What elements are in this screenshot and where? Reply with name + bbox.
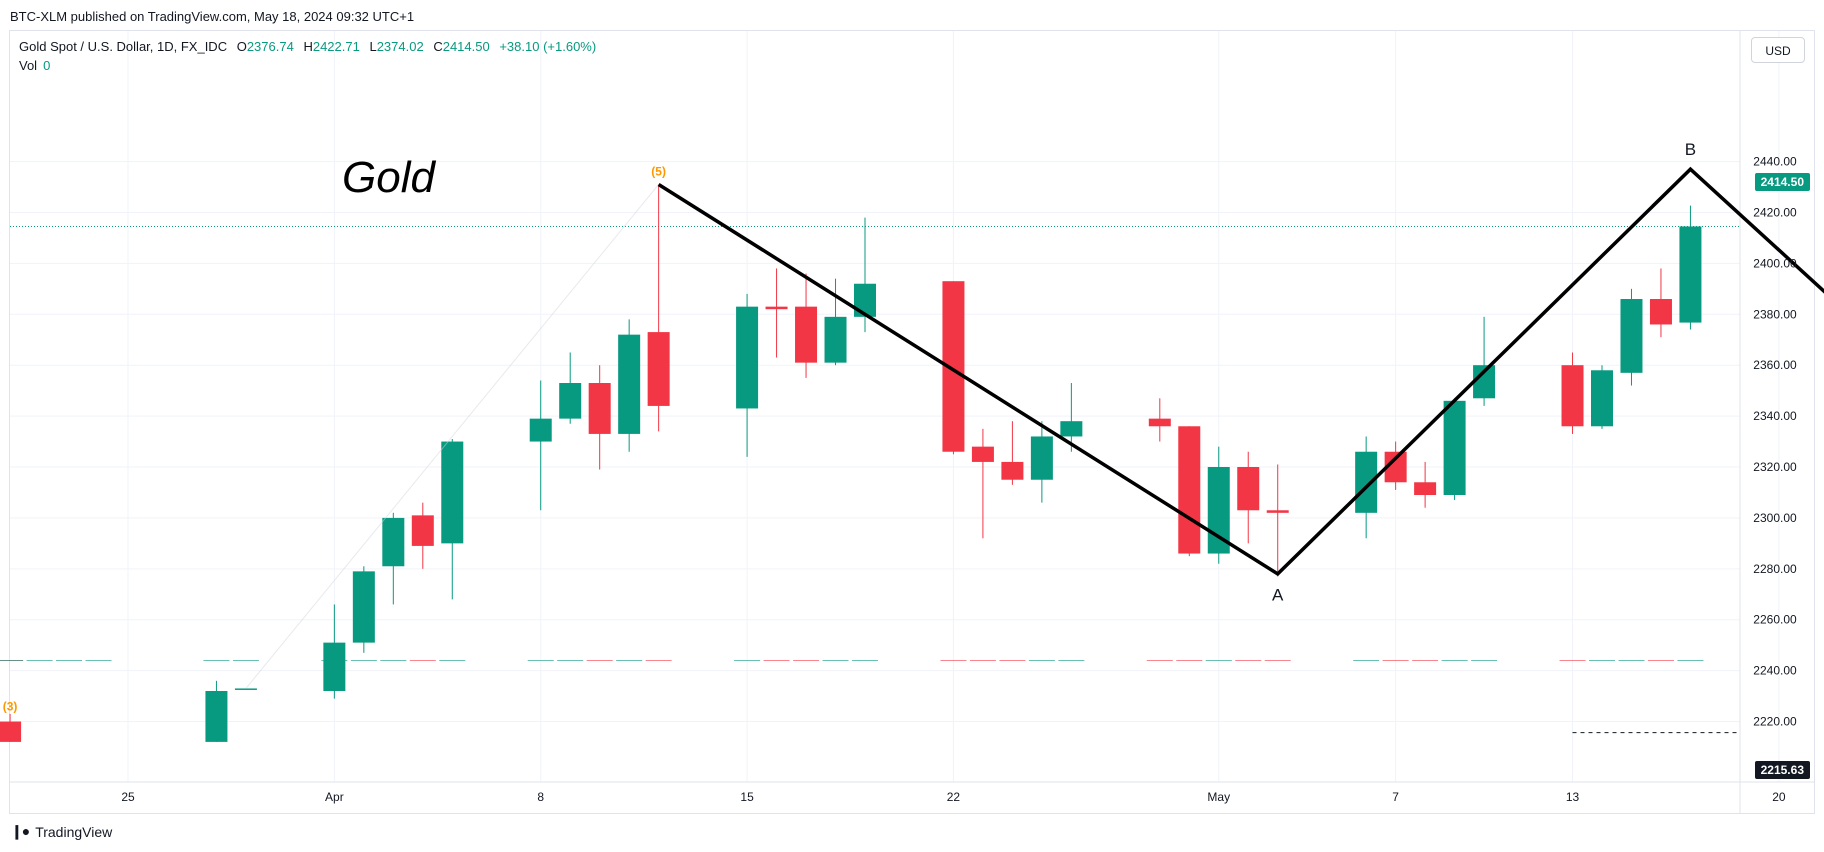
candle-body: [529, 418, 552, 442]
impulse-trendline: [245, 184, 660, 689]
abc-correction-path: [657, 166, 1824, 577]
candle-body: [1030, 436, 1053, 480]
symbol-label[interactable]: Gold Spot / U.S. Dollar, 1D, FX_IDC: [19, 39, 228, 54]
high-value: 2422.71: [312, 39, 360, 54]
candle-body: [205, 690, 228, 742]
candle-body: [441, 441, 464, 544]
x-tick-label: 22: [947, 790, 961, 804]
volume-value: 0: [43, 58, 51, 73]
x-tick-label: 8: [537, 790, 544, 804]
drawings: ABC(3)(5)Gold: [3, 140, 1824, 734]
tradingview-logo-icon: ❙●: [11, 823, 30, 839]
ohlc-legend: Gold Spot / U.S. Dollar, 1D, FX_IDC O237…: [19, 39, 596, 54]
y-tick-label: 2280.00: [1753, 562, 1797, 576]
candle-body: [411, 515, 434, 546]
candle-body: [971, 446, 994, 462]
grid: [10, 31, 1814, 813]
y-tick-label: 2360.00: [1753, 358, 1797, 372]
elliott-wave-label: (3): [3, 699, 18, 713]
close-label: C: [433, 39, 443, 54]
candle-body: [1443, 400, 1466, 496]
candle-body: [1178, 426, 1201, 554]
brand-label: TradingView: [35, 823, 113, 840]
candle-body: [1001, 461, 1024, 480]
candle-body: [765, 306, 788, 310]
candle-body: [234, 688, 257, 690]
candle-body: [1237, 467, 1260, 511]
x-tick-label: May: [1207, 790, 1230, 804]
candle-body: [854, 283, 876, 317]
candle-body: [647, 332, 670, 406]
candles: [0, 184, 1702, 742]
chart-title-text: Gold: [342, 153, 436, 202]
last-price-tag: 2414.50: [1754, 173, 1810, 191]
x-tick-label: 13: [1566, 790, 1580, 804]
candle-body: [0, 721, 22, 742]
candle-body: [1060, 421, 1083, 437]
candle-body: [1148, 418, 1171, 427]
candle-body: [352, 571, 375, 643]
high-label: H: [303, 39, 313, 54]
x-tick-label: 25: [121, 790, 135, 804]
candle-body: [1414, 482, 1437, 496]
volume-label[interactable]: Vol: [19, 58, 38, 73]
candle-body: [1384, 451, 1407, 483]
y-tick-label: 2440.00: [1753, 155, 1797, 169]
time-axis[interactable]: 25Apr81522May7132027Jun: [121, 790, 1824, 804]
volume-legend: Vol 0: [19, 58, 50, 73]
x-tick-label: Apr: [325, 790, 344, 804]
candle-body: [323, 642, 346, 691]
y-tick-label: 2240.00: [1753, 664, 1797, 678]
candle-body: [382, 517, 405, 567]
candle-body: [618, 334, 641, 434]
candle-body: [942, 281, 965, 452]
candle-body: [824, 316, 847, 363]
wave-label-a: A: [1272, 585, 1284, 604]
candle-body: [736, 306, 759, 409]
candle-body: [588, 383, 611, 434]
y-tick-label: 2220.00: [1753, 715, 1797, 729]
candle-body: [1591, 370, 1613, 427]
y-tick-label: 2260.00: [1753, 613, 1797, 627]
wave-label-b: B: [1685, 140, 1696, 159]
candle-body: [1679, 226, 1702, 323]
low-value: 2374.02: [376, 39, 424, 54]
candle-body: [1620, 299, 1643, 373]
chart-frame: [9, 30, 1815, 814]
candle-body: [1649, 299, 1672, 325]
x-tick-label: 20: [1772, 790, 1786, 804]
publisher-note: BTC-XLM published on TradingView.com, Ma…: [10, 9, 415, 24]
line-price-tag: 2215.63: [1754, 761, 1810, 779]
currency-button[interactable]: USD: [1751, 37, 1805, 63]
candle-body: [795, 306, 818, 363]
low-label: L: [369, 39, 377, 54]
x-tick-label: 15: [740, 790, 754, 804]
candle-body: [1473, 365, 1496, 399]
candle-body: [1266, 510, 1289, 513]
y-tick-label: 2380.00: [1753, 307, 1797, 321]
open-value: 2376.74: [246, 39, 294, 54]
y-tick-label: 2340.00: [1753, 409, 1797, 423]
y-tick-label: 2420.00: [1753, 205, 1797, 219]
y-tick-label: 2320.00: [1753, 460, 1797, 474]
x-tick-label: 7: [1392, 790, 1399, 804]
change-value: +38.10 (+1.60%): [499, 39, 597, 54]
tradingview-logo[interactable]: ❙● TradingView: [11, 823, 112, 840]
open-label: O: [236, 39, 247, 54]
candle-body: [1355, 451, 1378, 513]
candle-body: [1561, 365, 1584, 427]
price-axis[interactable]: 2220.00 2240.00 2260.00 2280.00 2300.00 2320.…: [1753, 155, 1797, 729]
elliott-wave-label: (5): [651, 165, 666, 179]
candle-body: [559, 383, 582, 419]
close-value: 2414.50: [442, 39, 490, 54]
y-tick-label: 2300.00: [1753, 511, 1797, 525]
y-tick-label: 2400.00: [1753, 256, 1797, 270]
